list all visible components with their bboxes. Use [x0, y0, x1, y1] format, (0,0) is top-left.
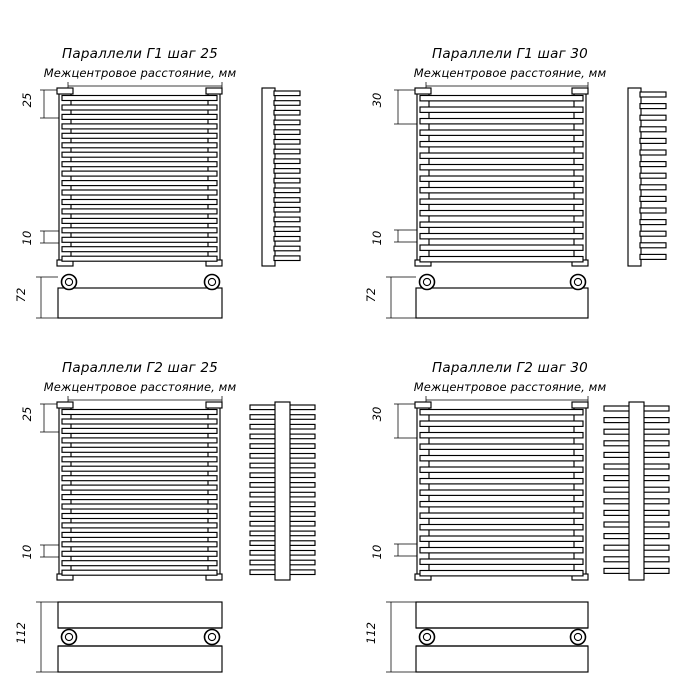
side-view: [261, 87, 301, 267]
depth-dimension: [36, 601, 58, 673]
panel-title: Параллели Г1 шаг 25: [62, 46, 218, 62]
side-view: [603, 401, 670, 581]
side-manifold: [274, 401, 291, 581]
tube-stack: [419, 94, 584, 263]
panel-subtitle: Межцентровое расстояние, мм: [44, 66, 237, 80]
pitch-dim-label: 30: [370, 407, 384, 422]
depth-dim-label: 112: [364, 622, 378, 644]
side-fins-right: [288, 404, 316, 576]
pitch-dim-label: 25: [20, 93, 34, 108]
panel-g2-step-25: Параллели Г2 шаг 25 Межцентровое расстоя…: [0, 350, 350, 700]
bottom-view-body-upper: [415, 601, 589, 629]
side-manifold: [627, 87, 642, 267]
side-fins: [273, 90, 301, 262]
side-fins-right: [642, 405, 670, 574]
side-manifold: [628, 401, 645, 581]
top-view-body: [57, 287, 223, 319]
panel-subtitle: Межцентровое расстояние, мм: [414, 380, 607, 394]
side-manifold: [261, 87, 276, 267]
tube-dim-label: 10: [370, 545, 384, 560]
tube-dim-label: 10: [20, 231, 34, 246]
pitch-leader: [394, 403, 420, 439]
top-view: [36, 273, 223, 319]
bottom-view: [36, 601, 223, 673]
center-distance-dimension: [67, 82, 223, 92]
front-view: [394, 396, 589, 581]
panel-g1-step-30: Параллели Г1 шаг 30 Межцентровое расстоя…: [350, 0, 700, 350]
side-view: [627, 87, 667, 267]
connector-left-inner: [422, 632, 432, 642]
bottom-view-body-lower: [415, 645, 589, 673]
depth-dimension: [386, 601, 416, 673]
pitch-dim-label: 30: [370, 93, 384, 108]
depth-dimension: [386, 276, 416, 319]
depth-dim-label: 72: [364, 288, 378, 303]
tube-dim-label: 10: [370, 231, 384, 246]
center-distance-dimension: [67, 396, 223, 406]
panel-g1-step-25: Параллели Г1 шаг 25 Межцентровое расстоя…: [0, 0, 350, 350]
center-distance-dimension: [425, 82, 589, 92]
panel-subtitle: Межцентровое расстояние, мм: [414, 66, 607, 80]
connector-right-inner: [207, 632, 217, 642]
tube-leader: [40, 544, 62, 558]
depth-dim-label: 112: [14, 622, 28, 644]
connector-left-inner: [64, 632, 74, 642]
connector-right-inner: [573, 632, 583, 642]
tube-dim-label: 10: [20, 545, 34, 560]
center-distance-dimension: [425, 396, 589, 406]
panel-g2-step-30: Параллели Г2 шаг 30 Межцентровое расстоя…: [350, 350, 700, 700]
tube-stack: [61, 408, 218, 576]
connector-left-inner: [64, 277, 74, 287]
side-fins: [639, 91, 667, 260]
bottom-view-body-upper: [57, 601, 223, 629]
panel-subtitle: Межцентровое расстояние, мм: [44, 380, 237, 394]
depth-dimension: [36, 276, 58, 319]
depth-dim-label: 72: [14, 288, 28, 303]
bottom-view: [386, 601, 589, 673]
top-view-body: [415, 287, 589, 319]
pitch-leader: [394, 89, 420, 125]
bottom-view-midlines: [416, 627, 588, 647]
side-view: [249, 401, 316, 581]
panel-title: Параллели Г1 шаг 30: [432, 46, 588, 62]
bottom-view-midlines: [58, 627, 222, 647]
front-view: [40, 82, 223, 267]
tube-leader: [394, 543, 420, 557]
tube-stack: [419, 408, 584, 577]
front-view: [394, 82, 589, 267]
side-fins-left: [603, 405, 631, 574]
pitch-dim-label: 25: [20, 407, 34, 422]
panel-title: Параллели Г2 шаг 25: [62, 360, 218, 376]
tube-stack: [61, 94, 218, 262]
connector-left-inner: [422, 277, 432, 287]
connector-right-inner: [573, 277, 583, 287]
panel-title: Параллели Г2 шаг 30: [432, 360, 588, 376]
tube-leader: [40, 230, 62, 244]
front-view: [40, 396, 223, 581]
bottom-view-body-lower: [57, 645, 223, 673]
tube-leader: [394, 229, 420, 243]
top-view: [386, 273, 589, 319]
side-fins-left: [249, 404, 277, 576]
connector-right-inner: [207, 277, 217, 287]
